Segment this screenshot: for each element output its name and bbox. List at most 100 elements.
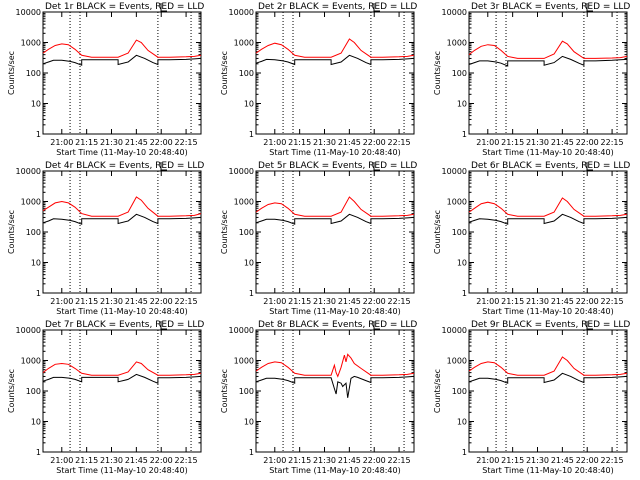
y-tick-label: 10000	[229, 326, 254, 335]
panel-title: Det 7r BLACK = Events, RED = LLD	[45, 320, 204, 330]
y-tick-label: 100	[239, 228, 254, 237]
x-tick-label: 21:15	[75, 297, 98, 306]
y-tick-label: 10	[31, 100, 41, 109]
series-events-line	[255, 54, 415, 66]
y-axis-label: Counts/sec	[433, 369, 442, 413]
x-tick-label: 21:30	[313, 297, 336, 306]
x-tick-label: 22:00	[576, 138, 599, 147]
x-tick-label: 21:45	[551, 138, 574, 147]
x-tick-label: 21:45	[125, 297, 148, 306]
x-tick-label: 22:15	[601, 456, 624, 465]
panel-det-9: Det 9r BLACK = Events, RED = LLD 1 10 100 10…	[433, 320, 630, 475]
corner-marker	[373, 3, 380, 12]
x-tick-label: 21:00	[476, 456, 499, 465]
y-axis-label: Counts/sec	[220, 369, 229, 413]
plot-frame	[255, 170, 415, 294]
panel-title: Det 5r BLACK = Events, RED = LLD	[258, 161, 417, 171]
panel-det-1: Det 1r BLACK = Events, RED = LLD 1 10 100 10…	[7, 2, 204, 157]
series-lld-line	[255, 196, 415, 217]
x-tick-label: 21:45	[551, 297, 574, 306]
x-tick-label: 21:30	[313, 456, 336, 465]
x-tick-label: 22:00	[150, 297, 173, 306]
x-tick-label: 22:00	[150, 456, 173, 465]
y-axis-label: Counts/sec	[7, 369, 16, 413]
y-tick-label: 10	[244, 259, 254, 268]
y-tick-label: 100	[452, 69, 467, 78]
x-tick-label: 21:30	[526, 297, 549, 306]
y-axis-label: Counts/sec	[433, 210, 442, 254]
panel-title: Det 2r BLACK = Events, RED = LLD	[258, 2, 417, 12]
x-tick-label: 22:00	[363, 456, 386, 465]
y-tick-label: 10	[457, 100, 467, 109]
y-tick-label: 1	[462, 289, 467, 298]
plot-frame	[42, 329, 202, 453]
x-tick-label: 21:15	[288, 138, 311, 147]
y-axis-label: Counts/sec	[7, 51, 16, 95]
x-tick-label: 22:00	[150, 138, 173, 147]
x-tick-label: 21:30	[526, 138, 549, 147]
series-lld-line	[468, 197, 628, 217]
series-lld-line	[255, 38, 415, 58]
series-events-line	[468, 372, 628, 384]
plot-frame	[468, 329, 628, 453]
corner-marker	[160, 321, 167, 330]
panel-det-4: Det 4r BLACK = Events, RED = LLD 1 10 100 10…	[7, 161, 204, 316]
panel-det-2: Det 2r BLACK = Events, RED = LLD 1 10 100 10…	[220, 2, 417, 157]
y-tick-label: 1000	[21, 198, 41, 207]
corner-marker	[586, 321, 593, 330]
x-tick-label: 22:15	[175, 297, 198, 306]
y-tick-label: 1000	[234, 357, 254, 366]
plot-frame	[468, 11, 628, 135]
plot-frame	[255, 11, 415, 135]
x-tick-label: 22:00	[363, 138, 386, 147]
y-tick-label: 10000	[16, 167, 41, 176]
y-tick-label: 10000	[442, 8, 467, 17]
panel-title: Det 4r BLACK = Events, RED = LLD	[45, 161, 204, 171]
y-axis-label: Counts/sec	[433, 51, 442, 95]
x-tick-label: 21:45	[338, 456, 361, 465]
y-tick-label: 10	[457, 418, 467, 427]
y-tick-label: 100	[239, 387, 254, 396]
y-tick-label: 1	[36, 130, 41, 139]
x-tick-label: 22:15	[388, 456, 411, 465]
panel-title: Det 9r BLACK = Events, RED = LLD	[471, 320, 630, 330]
y-tick-label: 1000	[234, 39, 254, 48]
x-axis-label: Start Time (11-May-10 20:48:40)	[56, 466, 187, 475]
x-tick-label: 21:30	[100, 138, 123, 147]
x-tick-label: 21:15	[501, 456, 524, 465]
series-lld-line	[468, 40, 628, 59]
y-tick-label: 1	[462, 130, 467, 139]
series-events-line	[255, 375, 415, 398]
series-lld-line	[42, 361, 202, 376]
panel-title: Det 8r BLACK = Events, RED = LLD	[258, 320, 417, 330]
x-tick-label: 21:30	[100, 297, 123, 306]
y-tick-label: 1	[36, 448, 41, 457]
y-tick-label: 10000	[229, 167, 254, 176]
x-tick-label: 21:00	[50, 456, 73, 465]
x-tick-label: 22:15	[601, 138, 624, 147]
y-axis-label: Counts/sec	[220, 210, 229, 254]
x-tick-label: 21:45	[125, 456, 148, 465]
y-tick-label: 1	[249, 448, 254, 457]
x-axis-label: Start Time (11-May-10 20:48:40)	[269, 466, 400, 475]
y-tick-label: 1000	[234, 198, 254, 207]
y-tick-label: 10000	[442, 167, 467, 176]
x-tick-label: 22:15	[175, 456, 198, 465]
series-events-line	[468, 213, 628, 225]
x-tick-label: 21:30	[313, 138, 336, 147]
x-tick-label: 22:00	[576, 456, 599, 465]
corner-marker	[160, 162, 167, 171]
y-tick-label: 10	[31, 259, 41, 268]
corner-marker	[160, 3, 167, 12]
x-tick-label: 21:15	[75, 456, 98, 465]
x-tick-label: 21:00	[50, 138, 73, 147]
series-events-line	[42, 213, 202, 225]
x-axis-label: Start Time (11-May-10 20:48:40)	[269, 148, 400, 157]
y-tick-label: 100	[239, 69, 254, 78]
x-tick-label: 21:00	[263, 297, 286, 306]
y-tick-label: 1	[249, 130, 254, 139]
x-tick-label: 21:00	[476, 297, 499, 306]
x-tick-label: 21:15	[75, 138, 98, 147]
corner-marker	[586, 162, 593, 171]
y-tick-label: 10000	[16, 326, 41, 335]
